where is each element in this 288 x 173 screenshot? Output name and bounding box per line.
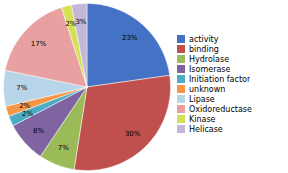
html-text:Lipase: Lipase	[189, 94, 215, 104]
svg-text:2%: 2%	[22, 110, 33, 118]
html-text:Initiation factor: Initiation factor	[189, 74, 251, 84]
html-text:Helicase: Helicase	[189, 124, 223, 134]
html-text:Oxidoreductase: Oxidoreductase	[189, 104, 252, 114]
svg-text:23%: 23%	[122, 34, 138, 42]
svg-text:7%: 7%	[16, 84, 27, 92]
svg-text:8%: 8%	[33, 127, 44, 135]
svg-text:7%: 7%	[58, 144, 69, 152]
svg-text:17%: 17%	[31, 40, 47, 48]
svg-text:30%: 30%	[125, 130, 141, 138]
html-text:binding: binding	[189, 44, 219, 54]
svg-text:3%: 3%	[75, 18, 86, 26]
svg-text:2%: 2%	[65, 20, 77, 29]
html-text:unknown: unknown	[189, 84, 226, 94]
html-text:Isomerase: Isomerase	[189, 64, 231, 74]
html-text:Hydrolase: Hydrolase	[189, 54, 230, 64]
svg-text:2%: 2%	[19, 102, 30, 110]
html-text:activity: activity	[189, 34, 219, 44]
html-text:Kinase: Kinase	[189, 114, 216, 124]
